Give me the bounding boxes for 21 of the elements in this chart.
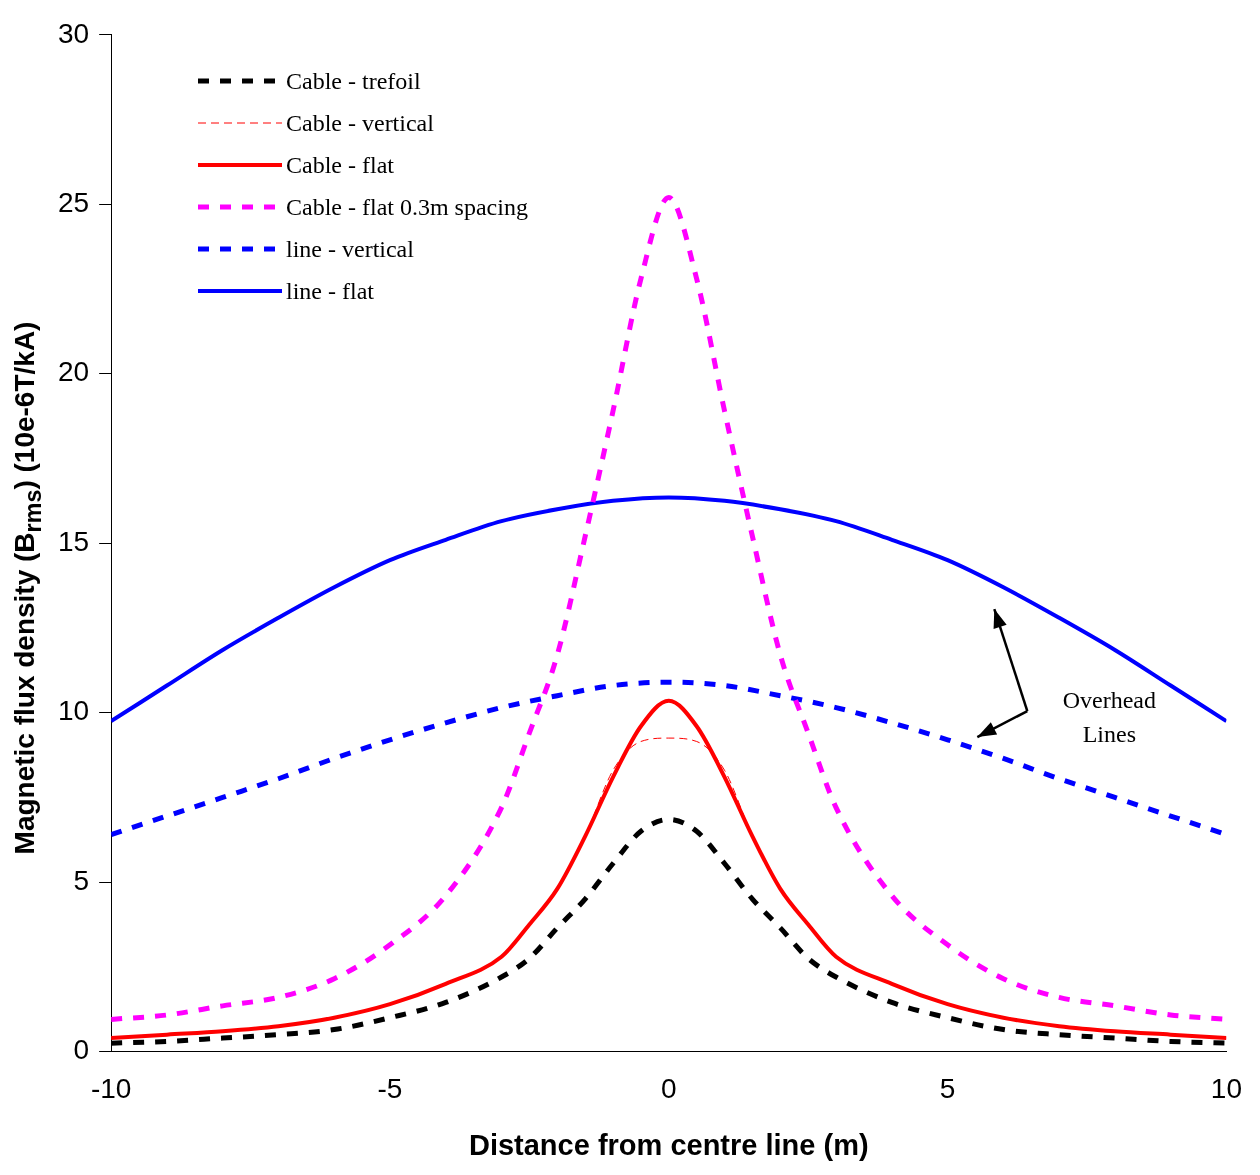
y-tick-label: 0 xyxy=(73,1034,90,1066)
y-tick-label: 15 xyxy=(57,525,90,557)
x-tick-label: 5 xyxy=(939,1073,956,1105)
y-tick-label: 10 xyxy=(57,695,90,727)
legend-label: Cable - flat 0.3m spacing xyxy=(286,193,528,221)
x-axis-title: Distance from centre line (m) xyxy=(468,1128,869,1161)
legend-label: line - vertical xyxy=(286,235,414,263)
x-tick-label: 0 xyxy=(661,1073,677,1105)
legend-label: Cable - trefoil xyxy=(286,67,421,95)
legend-label: Cable - flat xyxy=(286,151,394,179)
y-tick-label: 5 xyxy=(73,864,90,896)
annotation: Overhead Lines xyxy=(1062,687,1156,748)
legend-label: line - flat xyxy=(286,277,374,305)
y-tick-label: 25 xyxy=(57,186,90,218)
x-tick-label: -5 xyxy=(377,1073,403,1105)
x-tick-label: 10 xyxy=(1210,1073,1243,1105)
y-tick-label: 30 xyxy=(57,17,90,49)
line-series xyxy=(111,495,1227,724)
legend-label: Cable - vertical xyxy=(286,109,434,137)
y-tick-label: 20 xyxy=(57,356,90,388)
x-tick-label: -10 xyxy=(90,1073,132,1105)
